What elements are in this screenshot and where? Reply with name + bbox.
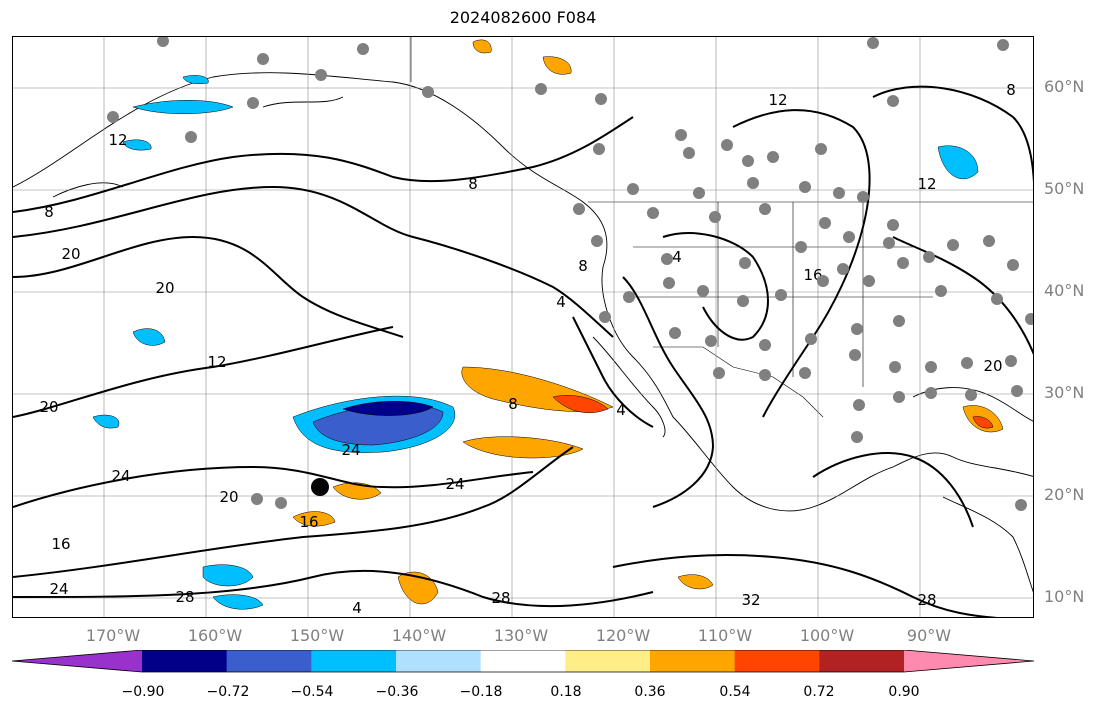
contour-label: 8 <box>1006 81 1016 99</box>
map-panel: 12 8 8 12 8 20 20 12 20 24 24 16 24 28 4… <box>12 36 1034 618</box>
lat-label: 30°N <box>1044 383 1085 402</box>
contour-label: 28 <box>917 591 936 609</box>
colorbar-swatch <box>565 650 651 672</box>
contour-label: 12 <box>108 131 127 149</box>
colorbar-tick-label: 0.72 <box>803 684 835 700</box>
contour-label: 24 <box>445 475 464 493</box>
map-canvas: 12 8 8 12 8 20 20 12 20 24 24 16 24 28 4… <box>13 37 1033 617</box>
contour-label: 28 <box>175 588 194 606</box>
lon-label: 110°W <box>697 626 753 645</box>
colorbar-swatch <box>650 650 736 672</box>
contour-label: 20 <box>61 245 80 263</box>
contour-label: 32 <box>741 591 760 609</box>
contour-label: 12 <box>768 91 787 109</box>
contour-label: 12 <box>917 175 936 193</box>
contour-label: 28 <box>491 589 510 607</box>
lon-label: 170°W <box>85 626 141 645</box>
colorbar-swatch <box>311 650 397 672</box>
colorbar-tick-label: −0.54 <box>290 684 334 700</box>
colorbar-tick-label: −0.72 <box>206 684 250 700</box>
contour-labels: 12 8 8 12 8 20 20 12 20 24 24 16 24 28 4… <box>39 81 1015 617</box>
lat-label: 50°N <box>1044 179 1085 198</box>
colorbar-swatch <box>819 650 905 672</box>
colorbar-tick-label: 0.90 <box>888 684 920 700</box>
station-dots <box>107 37 1033 511</box>
chart-title: 2024082600 F084 <box>449 8 597 27</box>
colorbar-tick-label: 0.54 <box>719 684 751 700</box>
colorbar-tick-label: −0.36 <box>375 684 419 700</box>
colorbar-tick-label: −0.90 <box>121 684 165 700</box>
contour-label: 4 <box>556 293 566 311</box>
political-borders <box>410 37 1033 418</box>
contour-label: 20 <box>155 279 174 297</box>
lon-label: 120°W <box>595 626 651 645</box>
contour-label: 20 <box>219 488 238 506</box>
contour-label: 4 <box>616 401 626 419</box>
coastlines <box>13 72 1033 593</box>
contour-label: 8 <box>578 257 588 275</box>
graticule <box>13 37 1033 617</box>
lon-label: 150°W <box>289 626 345 645</box>
contour-label: 4 <box>672 248 682 266</box>
storm-center-marker <box>311 478 329 496</box>
contour-label: 16 <box>299 513 318 531</box>
lon-label: 130°W <box>493 626 549 645</box>
contour-label: 4 <box>352 599 362 617</box>
lat-label: 60°N <box>1044 77 1085 96</box>
contour-label: 16 <box>51 535 70 553</box>
colorbar-extend-low <box>12 650 142 672</box>
colorbar-extend-high <box>904 650 1034 672</box>
colorbar-tick-label: −0.18 <box>459 684 503 700</box>
colorbar-swatch <box>734 650 820 672</box>
lat-label: 20°N <box>1044 485 1085 504</box>
colorbar-tick-label: 0.36 <box>634 684 666 700</box>
contour-label: 8 <box>508 395 518 413</box>
contour-label: 24 <box>111 467 130 485</box>
colorbar-swatch <box>396 650 482 672</box>
colorbar-swatch <box>480 650 566 672</box>
lon-label: 160°W <box>187 626 243 645</box>
colorbar <box>11 650 1035 673</box>
shaded-field <box>92 39 1004 610</box>
colorbar-outline <box>11 650 1035 673</box>
contour-label: 12 <box>207 353 226 371</box>
colorbar-swatch <box>226 650 312 672</box>
lon-label: 140°W <box>391 626 447 645</box>
contours <box>13 85 1033 617</box>
lon-label: 100°W <box>799 626 855 645</box>
lat-label: 40°N <box>1044 281 1085 300</box>
colorbar-tick-label: 0.18 <box>550 684 582 700</box>
contour-label: 20 <box>983 357 1002 375</box>
contour-label: 24 <box>49 580 68 598</box>
lon-label: 90°W <box>906 626 952 645</box>
contour-label: 20 <box>39 398 58 416</box>
colorbar-swatch <box>142 650 228 672</box>
contour-label: 8 <box>44 203 54 221</box>
contour-label: 8 <box>468 175 478 193</box>
contour-label: 24 <box>341 441 360 459</box>
lat-label: 10°N <box>1044 587 1085 606</box>
